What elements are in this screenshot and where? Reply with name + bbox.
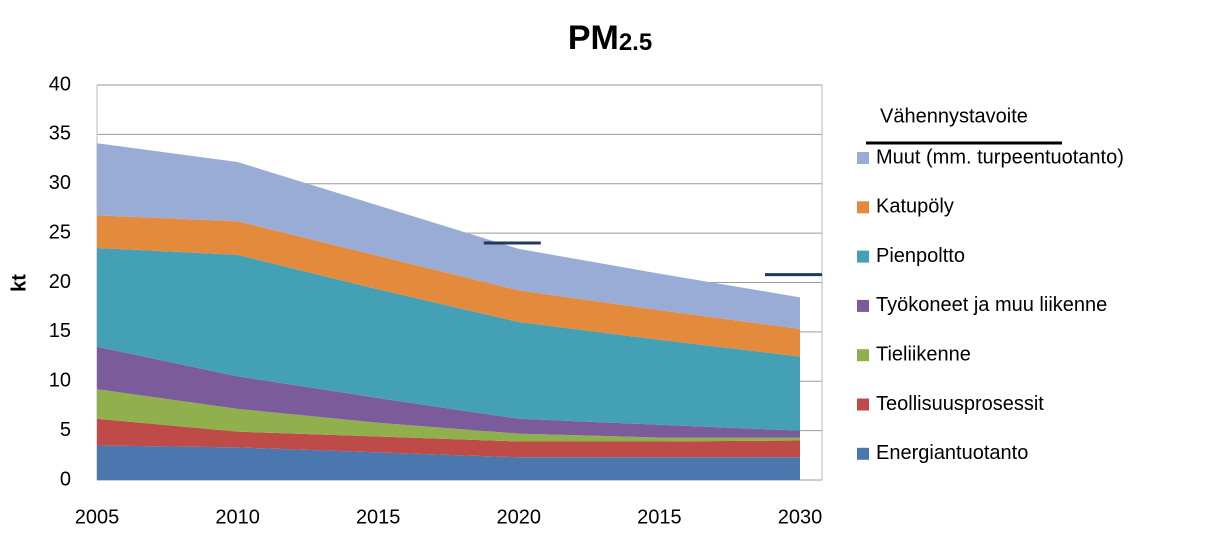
y-tick-label: 20 xyxy=(49,271,71,293)
x-tick-label: 2020 xyxy=(497,506,542,528)
title-main: PM xyxy=(568,19,619,57)
y-tick-label: 40 xyxy=(49,73,71,95)
legend-swatch xyxy=(857,349,869,362)
area xyxy=(97,346,800,438)
area xyxy=(97,143,800,329)
y-tick-label: 15 xyxy=(49,320,71,342)
legend-label: Muut (mm. turpeentuotanto) xyxy=(876,146,1124,168)
area xyxy=(97,389,800,442)
legend-label: Tieliikenne xyxy=(876,343,971,365)
legend-label: Katupöly xyxy=(876,196,954,218)
legend-label: Energiantuotanto xyxy=(876,442,1028,464)
x-tick-label: 2010 xyxy=(215,506,260,528)
legend-swatch xyxy=(857,250,869,263)
x-tick-label: 2005 xyxy=(75,506,120,528)
y-tick-label: 10 xyxy=(49,370,71,392)
y-tick-label: 0 xyxy=(60,468,71,490)
y-tick-label: 5 xyxy=(60,419,71,441)
area xyxy=(97,445,800,480)
legend-title: Vähennystavoite xyxy=(880,105,1028,127)
area xyxy=(97,215,800,357)
area xyxy=(97,247,800,431)
legend-swatch xyxy=(857,447,869,460)
title-subscript: 2.5 xyxy=(619,29,652,56)
area xyxy=(97,418,800,458)
legend-label: Työkoneet ja muu liikenne xyxy=(876,294,1107,316)
x-tick-label: 2015 xyxy=(637,506,682,528)
legend-label: Pienpoltto xyxy=(876,245,965,267)
y-tick-label: 35 xyxy=(49,123,71,145)
legend-swatch xyxy=(857,398,869,411)
x-tick-label: 2030 xyxy=(778,506,823,528)
legend-swatch xyxy=(857,152,869,164)
x-tick-label: 2015 xyxy=(356,506,401,528)
legend-swatch xyxy=(857,201,869,214)
y-tick-label: 25 xyxy=(49,221,71,243)
y-tick-label: 30 xyxy=(49,172,71,194)
y-axis-label: kt xyxy=(8,274,30,292)
legend-swatch xyxy=(857,299,869,312)
chart-title: PM2.5 xyxy=(568,19,652,57)
legend-label: Teollisuusprosessit xyxy=(876,393,1044,415)
